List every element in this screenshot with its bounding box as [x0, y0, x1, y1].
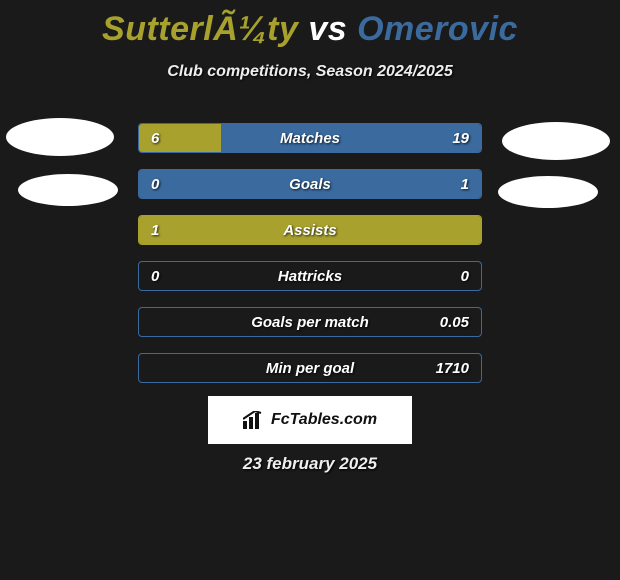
vs-label: vs — [308, 10, 347, 48]
stat-label: Matches — [139, 124, 481, 153]
stat-label: Goals per match — [139, 308, 481, 337]
stat-label: Min per goal — [139, 354, 481, 383]
player2-badge-placeholder — [498, 176, 598, 208]
player2-avatar-placeholder — [502, 122, 610, 160]
comparison-title: SutterlÃ¼ty vs Omerovic — [0, 0, 620, 49]
stat-row: 00Hattricks — [138, 261, 482, 291]
stat-label: Hattricks — [139, 262, 481, 291]
player2-name: Omerovic — [357, 10, 518, 48]
subtitle: Club competitions, Season 2024/2025 — [0, 63, 620, 81]
stat-label: Goals — [139, 170, 481, 199]
stat-row: 0.05Goals per match — [138, 307, 482, 337]
player1-avatar-placeholder — [6, 118, 114, 156]
stat-row: 01Goals — [138, 169, 482, 199]
brand-text: FcTables.com — [271, 411, 377, 429]
stat-row: 1710Min per goal — [138, 353, 482, 383]
chart-icon — [243, 411, 265, 429]
footer-date: 23 february 2025 — [0, 454, 620, 474]
stat-row: 1Assists — [138, 215, 482, 245]
player1-badge-placeholder — [18, 174, 118, 206]
stats-container: 619Matches 01Goals 1Assists 00Hattricks 0.05… — [138, 123, 482, 399]
stat-label: Assists — [139, 216, 481, 245]
player1-name: SutterlÃ¼ty — [102, 10, 298, 48]
brand-badge: FcTables.com — [208, 396, 412, 444]
stat-row: 619Matches — [138, 123, 482, 153]
